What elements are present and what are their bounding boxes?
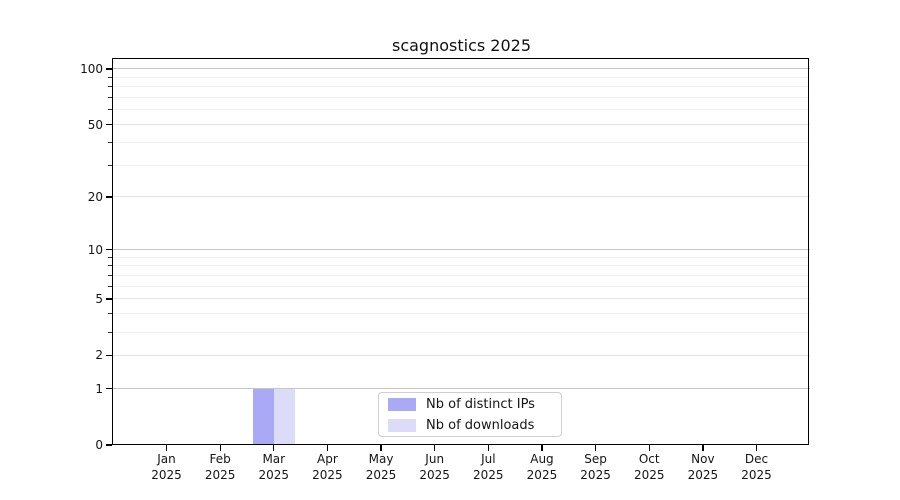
y-minor-tick bbox=[108, 97, 112, 99]
y-gridline-major bbox=[113, 298, 810, 300]
y-gridline-major bbox=[113, 68, 810, 70]
y-tick-label: 2 bbox=[95, 348, 103, 363]
y-gridline-major bbox=[113, 124, 810, 126]
y-tick bbox=[106, 387, 112, 390]
y-gridline-minor bbox=[113, 97, 810, 99]
x-tick-label: Dec 2025 bbox=[741, 452, 772, 482]
y-gridline-minor bbox=[113, 275, 810, 277]
x-tick bbox=[755, 445, 758, 451]
x-tick bbox=[434, 445, 436, 451]
y-gridline-minor bbox=[113, 76, 810, 78]
y-gridline-major bbox=[113, 354, 810, 356]
x-tick-label: Oct 2025 bbox=[633, 452, 665, 482]
y-tick-label: 50 bbox=[87, 117, 103, 132]
bar-distinct-ips bbox=[252, 388, 274, 445]
y-gridline-minor bbox=[113, 331, 810, 333]
y-tick-label: 5 bbox=[95, 291, 103, 306]
y-tick bbox=[106, 196, 112, 198]
y-tick bbox=[106, 354, 112, 357]
legend-swatch-downloads bbox=[388, 418, 416, 432]
y-gridline-minor bbox=[113, 285, 810, 287]
x-tick-label: Nov 2025 bbox=[687, 452, 719, 482]
y-tick-label: 1 bbox=[95, 381, 103, 396]
y-tick bbox=[106, 298, 112, 300]
x-tick bbox=[648, 445, 650, 451]
y-gridline-minor bbox=[113, 109, 810, 111]
y-tick-label: 20 bbox=[87, 189, 103, 204]
x-tick bbox=[541, 445, 543, 451]
y-gridline-minor bbox=[113, 164, 810, 166]
x-tick-label: Aug 2025 bbox=[526, 452, 558, 482]
x-tick-label: Jul 2025 bbox=[473, 452, 504, 482]
y-minor-tick bbox=[108, 256, 112, 258]
x-tick bbox=[326, 445, 329, 451]
y-tick-label: 10 bbox=[87, 242, 103, 257]
plot-area bbox=[112, 58, 809, 445]
legend: Nb of distinct IPs Nb of downloads bbox=[378, 392, 562, 437]
y-gridline-major bbox=[113, 388, 810, 389]
x-tick-label: Jan 2025 bbox=[151, 452, 182, 482]
y-minor-tick bbox=[108, 86, 112, 88]
y-tick-label: 0 bbox=[95, 438, 103, 452]
y-gridline-minor bbox=[113, 313, 810, 315]
y-minor-tick bbox=[108, 76, 112, 78]
bar-downloads bbox=[273, 388, 295, 445]
y-tick bbox=[106, 123, 112, 126]
x-tick-label: Feb 2025 bbox=[204, 452, 236, 482]
legend-label-downloads: Nb of downloads bbox=[426, 417, 535, 433]
x-tick bbox=[702, 445, 704, 451]
y-gridline-major bbox=[113, 196, 810, 198]
y-minor-tick bbox=[108, 275, 112, 277]
y-gridline-minor bbox=[113, 265, 810, 267]
x-tick bbox=[165, 445, 168, 451]
x-tick bbox=[273, 445, 275, 451]
legend-item-downloads: Nb of downloads bbox=[379, 416, 561, 434]
x-tick bbox=[219, 445, 221, 451]
legend-label-distinct-ips: Nb of distinct IPs bbox=[426, 396, 535, 412]
y-tick bbox=[106, 68, 112, 70]
x-tick-label: Sep 2025 bbox=[580, 452, 611, 482]
x-tick-label: Apr 2025 bbox=[312, 452, 343, 482]
legend-swatch-distinct-ips bbox=[388, 397, 416, 411]
legend-item-distinct-ips: Nb of distinct IPs bbox=[379, 395, 561, 413]
x-tick bbox=[487, 445, 489, 451]
y-minor-tick bbox=[108, 141, 112, 143]
y-gridline-minor bbox=[113, 86, 810, 88]
x-tick bbox=[380, 445, 382, 451]
y-minor-tick bbox=[108, 285, 112, 287]
y-tick bbox=[106, 248, 112, 251]
y-minor-tick bbox=[108, 164, 112, 166]
chart-title: scagnostics 2025 bbox=[391, 36, 531, 55]
x-tick-label: Jun 2025 bbox=[419, 452, 450, 482]
y-gridline-major bbox=[113, 249, 810, 251]
y-minor-tick bbox=[108, 331, 112, 333]
y-gridline-minor bbox=[113, 141, 810, 143]
y-minor-tick bbox=[108, 313, 112, 315]
y-minor-tick bbox=[108, 265, 112, 267]
y-tick-label: 100 bbox=[80, 61, 103, 76]
y-tick bbox=[106, 444, 112, 446]
x-tick-label: Mar 2025 bbox=[258, 452, 290, 482]
x-tick bbox=[594, 445, 597, 451]
x-tick-label: May 2025 bbox=[365, 452, 397, 482]
y-gridline-minor bbox=[113, 256, 810, 258]
y-minor-tick bbox=[108, 109, 112, 111]
